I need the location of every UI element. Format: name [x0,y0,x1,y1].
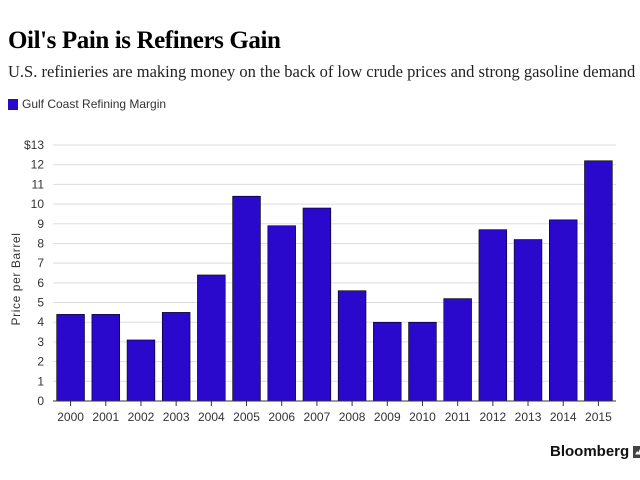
chart-subtitle: U.S. refinieries are making money on the… [8,62,636,81]
y-tick-label: $13 [24,138,44,152]
y-tick-label: 6 [37,276,44,290]
x-tick-label: 2007 [304,410,331,424]
x-tick-label: 2002 [128,410,155,424]
y-tick-label: 5 [37,296,44,310]
bar [302,207,332,402]
x-tick-label: 2006 [268,410,295,424]
bloomberg-logo: Bloomberg [550,443,640,460]
bar [584,160,613,402]
x-tick-label: 2000 [57,410,84,424]
legend: Gulf Coast Refining Margin [8,97,166,111]
x-tick-label: 2004 [198,410,225,424]
y-axis-label: Price per Barrel [9,233,23,326]
x-tick-label: 2015 [585,410,612,424]
x-tick-label: 2012 [479,410,506,424]
y-tick-label: 11 [32,177,45,191]
bar [197,274,226,402]
x-tick-label: 2011 [445,410,471,424]
bloomberg-chart-icon [633,445,640,458]
x-tick-label: 2014 [550,410,577,424]
y-tick-label: 4 [37,315,44,329]
brand-name: Bloomberg [550,443,630,460]
bar [161,312,191,402]
bar [373,321,402,402]
bar [91,314,120,402]
y-tick-label: 2 [37,355,44,369]
y-tick-label: 8 [37,236,44,250]
bar [478,229,508,402]
bar [408,321,437,402]
bar [337,290,367,402]
y-tick-label: 9 [37,217,44,231]
chart-title: Oil's Pain is Refiners Gain [8,27,281,54]
y-tick-label: 1 [37,374,44,388]
bar [232,195,261,402]
x-tick-label: 2010 [409,410,436,424]
x-tick-label: 2001 [92,410,119,424]
legend-label: Gulf Coast Refining Margin [22,97,167,111]
y-tick-label: 0 [37,394,44,408]
x-tick-label: 2008 [339,410,366,424]
x-tick-label: 2009 [374,410,401,424]
bar [126,339,156,402]
x-tick-label: 2003 [163,410,190,424]
bar [267,225,296,402]
legend-swatch [8,98,18,110]
bar [513,239,543,402]
y-tick-label: 3 [37,335,44,349]
y-tick-label: 12 [31,158,45,172]
y-tick-label: 10 [31,197,45,211]
x-tick-label: 2013 [515,410,542,424]
x-tick-label: 2005 [233,410,260,424]
bar [549,219,578,402]
y-tick-label: 7 [37,256,44,270]
bar [56,314,85,402]
bar [443,298,472,402]
